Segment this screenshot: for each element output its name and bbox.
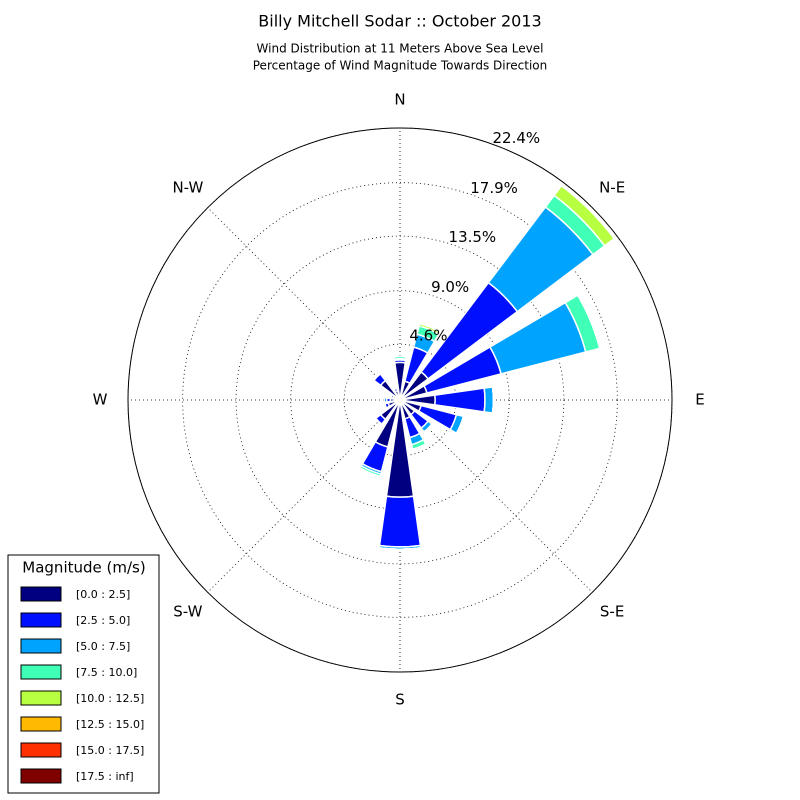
polar-frame [127,127,673,673]
legend-label: [10.0 : 12.5] [76,692,144,705]
direction-label: N-W [172,178,203,196]
wedge [423,423,433,433]
direction-label: N-E [599,178,625,196]
legend-swatch [20,716,62,732]
r-tick-label: 13.5% [449,228,497,246]
legend-label: [7.5 : 10.0] [76,666,137,679]
legend-label: [5.0 : 7.5] [76,640,130,653]
wedge [378,495,422,548]
direction-label: S-E [600,603,624,621]
grid-spoke [399,399,593,593]
wedge [379,547,421,551]
legend-swatch [20,664,62,680]
legend-swatch [20,768,62,784]
direction-label: E [695,391,704,409]
legend-swatch [20,586,62,602]
legend-title: Magnitude (m/s) [22,559,145,577]
chart-subtitle: Wind Distribution at 11 Meters Above Sea… [257,42,544,56]
grid-ring [182,182,618,618]
direction-label: N [394,91,405,109]
chart-subtitle: Percentage of Wind Magnitude Towards Dir… [253,59,547,73]
r-tick-label: 4.6% [409,327,447,345]
legend-swatch [20,742,62,758]
r-tick-label: 22.4% [492,129,540,147]
legend-label: [12.5 : 15.0] [76,718,144,731]
legend-swatch [20,638,62,654]
legend-swatch [20,690,62,706]
direction-label: S-W [173,603,202,621]
wedge [434,387,486,413]
wedge [385,399,415,498]
direction-label: W [93,391,108,409]
legend-swatch [20,612,62,628]
grid-ring [290,290,510,510]
legend-label: [17.5 : inf] [76,770,134,783]
legend-label: [2.5 : 5.0] [76,614,130,627]
wedge [483,386,495,414]
r-tick-label: 17.9% [470,179,518,197]
grid-ring [235,235,565,565]
wedge [419,322,441,333]
wedge [389,394,393,398]
wedge [577,294,601,349]
chart-title: Billy Mitchell Sodar :: October 2013 [258,12,541,31]
direction-label: S [395,691,405,709]
grid-spoke [207,399,401,593]
r-tick-label: 9.0% [431,278,469,296]
legend-label: [0.0 : 2.5] [76,588,130,601]
grid-spoke [207,207,401,401]
wedge [359,467,381,478]
legend-label: [15.0 : 17.5] [76,744,144,757]
